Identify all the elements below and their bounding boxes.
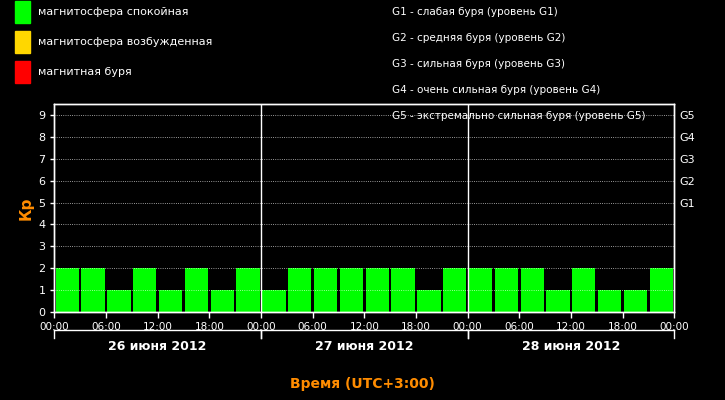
Text: магнитосфера спокойная: магнитосфера спокойная: [38, 7, 188, 17]
Bar: [521, 268, 544, 312]
Bar: [624, 290, 647, 312]
Text: G4 - очень сильная буря (уровень G4): G4 - очень сильная буря (уровень G4): [392, 85, 600, 95]
Bar: [340, 268, 363, 312]
Bar: [185, 268, 208, 312]
Bar: [443, 268, 466, 312]
Bar: [288, 268, 311, 312]
Bar: [159, 290, 182, 312]
Bar: [418, 290, 441, 312]
Bar: [81, 268, 104, 312]
Bar: [650, 268, 673, 312]
Bar: [469, 268, 492, 312]
Bar: [494, 268, 518, 312]
Text: G2 - средняя буря (уровень G2): G2 - средняя буря (уровень G2): [392, 33, 565, 43]
Text: магнитосфера возбужденная: магнитосфера возбужденная: [38, 37, 212, 47]
Bar: [365, 268, 389, 312]
Text: 26 июня 2012: 26 июня 2012: [109, 340, 207, 352]
Bar: [262, 290, 286, 312]
Bar: [133, 268, 157, 312]
Y-axis label: Кр: Кр: [19, 196, 34, 220]
Bar: [56, 268, 79, 312]
Bar: [314, 268, 337, 312]
Text: 28 июня 2012: 28 июня 2012: [522, 340, 620, 352]
Bar: [572, 268, 595, 312]
Bar: [236, 268, 260, 312]
Bar: [547, 290, 570, 312]
Text: G1 - слабая буря (уровень G1): G1 - слабая буря (уровень G1): [392, 7, 558, 17]
Text: 27 июня 2012: 27 июня 2012: [315, 340, 413, 352]
Bar: [392, 268, 415, 312]
Text: магнитная буря: магнитная буря: [38, 67, 131, 77]
Text: G3 - сильная буря (уровень G3): G3 - сильная буря (уровень G3): [392, 59, 565, 69]
Text: Время (UTC+3:00): Время (UTC+3:00): [290, 377, 435, 391]
Text: G5 - экстремально сильная буря (уровень G5): G5 - экстремально сильная буря (уровень …: [392, 111, 645, 121]
Bar: [598, 290, 621, 312]
Bar: [211, 290, 234, 312]
Bar: [107, 290, 130, 312]
